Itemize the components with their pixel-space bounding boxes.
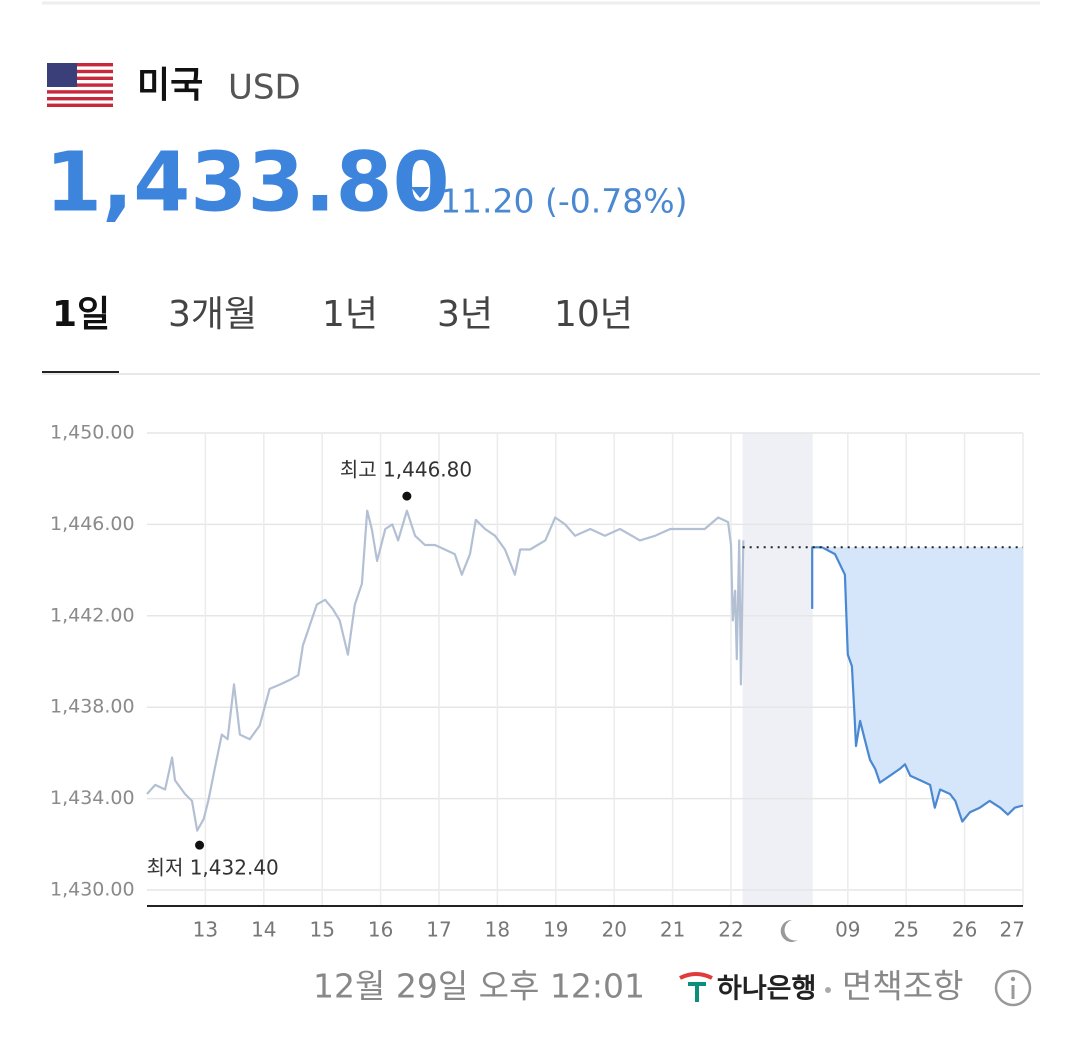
x-tick-label: 21	[660, 918, 685, 942]
price-line	[811, 546, 1024, 823]
bank-name: 하나은행	[717, 974, 816, 1005]
disclaimer-link[interactable]: 면책조항	[842, 967, 963, 1006]
period-tab[interactable]: 1년	[322, 294, 378, 335]
period-tabs: 1일 3개월 1년 3년 10년	[42, 294, 633, 374]
x-tick-label: 20	[601, 918, 626, 942]
y-tick-label: 1,430.00	[50, 879, 135, 901]
x-tick-label: 27	[1000, 918, 1025, 942]
extreme-marker	[195, 840, 205, 850]
x-tick-label: 25	[893, 918, 918, 942]
night-band	[742, 433, 813, 906]
x-tick-label: 13	[193, 918, 218, 942]
x-tick-label: 18	[485, 918, 510, 942]
period-tab[interactable]: 1일	[52, 294, 110, 335]
active-tab-underline	[42, 371, 119, 374]
extreme-label: 최고 1,446.80	[340, 458, 472, 482]
timestamp: 12월 29일 오후 12:01	[313, 967, 645, 1006]
x-tick-label: 15	[309, 918, 334, 942]
chart: 1,450.00 1,446.00 1,442.00 1,438.00 1,434.00…	[50, 422, 1025, 942]
currency: USD	[228, 68, 301, 108]
change: 11.20 (-0.78%)	[440, 182, 687, 221]
area-fill	[812, 547, 1023, 822]
x-tick-label: 09	[835, 918, 860, 942]
x-tick-label: 26	[952, 918, 977, 942]
bank-logo	[679, 972, 713, 1002]
down-arrow	[411, 187, 429, 198]
separator-dot	[825, 987, 831, 993]
price-line	[146, 509, 745, 832]
y-tick-label: 1,434.00	[50, 787, 135, 809]
x-tick-label: 22	[718, 918, 743, 942]
extreme-label: 최저 1,432.40	[147, 856, 279, 880]
x-tick-label: 17	[426, 918, 451, 942]
price: 1,433.80	[45, 135, 450, 230]
period-tab[interactable]: 3개월	[168, 294, 257, 335]
y-tick-label: 1,446.00	[50, 513, 135, 535]
country: 미국	[137, 65, 203, 106]
extreme-marker	[402, 491, 412, 501]
x-tick-label: 19	[543, 918, 568, 942]
x-tick-label: 16	[368, 918, 393, 942]
y-tick-label: 1,442.00	[50, 604, 135, 626]
night-icon	[780, 919, 798, 942]
period-tab[interactable]: 10년	[554, 294, 633, 335]
y-tick-label: 1,450.00	[50, 422, 135, 444]
y-tick-label: 1,438.00	[50, 696, 135, 718]
info-icon[interactable]	[994, 969, 1032, 1007]
period-tab[interactable]: 3년	[437, 294, 493, 335]
x-tick-label: 14	[251, 918, 276, 942]
us-flag	[47, 63, 113, 107]
